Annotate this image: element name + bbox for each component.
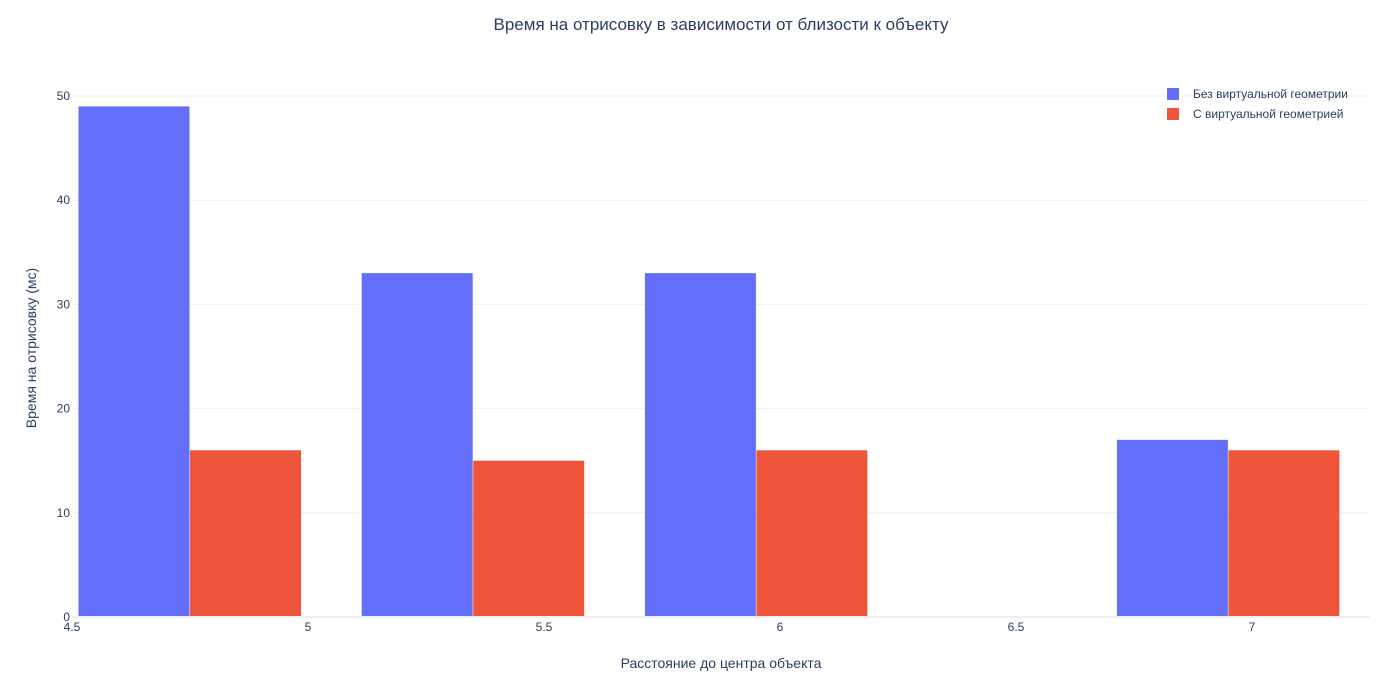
bar (644, 273, 756, 617)
y-tick-label: 20 (57, 402, 71, 416)
x-tick-label: 6.5 (1008, 620, 1025, 634)
y-axis-title: Время на отрисовку (мс) (23, 268, 39, 428)
bar (756, 450, 868, 617)
legend-swatch (1167, 108, 1179, 120)
x-tick-label: 5 (305, 620, 312, 634)
y-tick-label: 10 (57, 506, 71, 520)
bars (78, 106, 1340, 618)
x-tick-label: 6 (777, 620, 784, 634)
bar (473, 460, 585, 617)
legend-label: С виртуальной геометрией (1193, 107, 1344, 121)
x-tick-label: 5.5 (536, 620, 553, 634)
chart-title: Время на отрисовку в зависимости от близ… (494, 15, 949, 34)
legend-label: Без виртуальной геометрии (1193, 87, 1348, 101)
bar (1228, 450, 1340, 617)
legend: Без виртуальной геометрии С виртуальной г… (1167, 87, 1348, 121)
y-tick-label: 30 (57, 297, 71, 311)
bar (361, 273, 473, 617)
x-tick-label: 4.5 (64, 620, 81, 634)
legend-swatch (1167, 88, 1179, 100)
y-tick-label: 0 (63, 610, 70, 624)
y-tick-label: 40 (57, 193, 71, 207)
bar (78, 106, 190, 618)
x-tick-label: 7 (1249, 620, 1256, 634)
bar (190, 450, 301, 617)
axes: 0 10 20 30 40 50 4.5 5 5.5 6 6.5 7 (57, 89, 1370, 634)
y-tick-label: 50 (57, 89, 71, 103)
bar (1116, 439, 1228, 617)
x-axis-title: Расстояние до центра объекта (621, 655, 822, 671)
